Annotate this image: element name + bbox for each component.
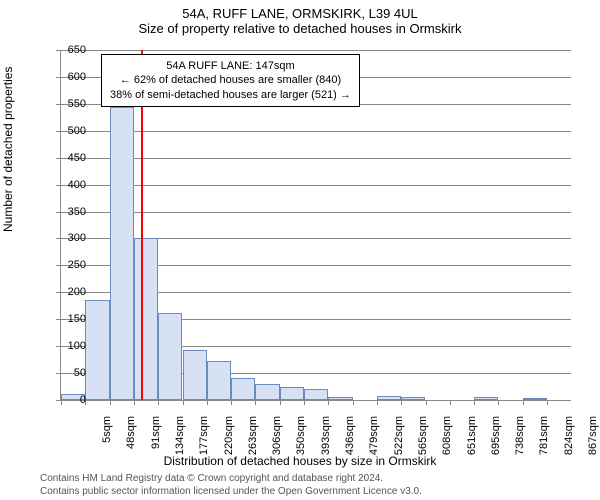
x-tick-mark	[498, 400, 499, 405]
gridline	[61, 50, 571, 51]
histogram-bar	[401, 397, 425, 400]
y-tick-label: 100	[56, 340, 86, 352]
histogram-bar	[158, 313, 182, 400]
x-tick-mark	[255, 400, 256, 405]
x-tick-mark	[183, 400, 184, 405]
x-tick-mark	[450, 400, 451, 405]
callout-line3: 38% of semi-detached houses are larger (…	[110, 88, 351, 102]
histogram-bar	[110, 107, 134, 400]
x-tick-label: 220sqm	[223, 416, 235, 466]
x-tick-label: 350sqm	[295, 416, 307, 466]
x-tick-label: 522sqm	[393, 416, 405, 466]
histogram-bar	[255, 384, 279, 400]
plot-area: 54A RUFF LANE: 147sqm ← 62% of detached …	[60, 50, 571, 401]
histogram-bar	[280, 387, 304, 400]
x-tick-mark	[547, 400, 548, 405]
x-tick-label: 393sqm	[320, 416, 332, 466]
footer-text: Contains HM Land Registry data © Crown c…	[40, 473, 422, 498]
x-tick-label: 134sqm	[174, 416, 186, 466]
y-tick-label: 200	[56, 286, 86, 298]
callout-line2: ← 62% of detached houses are smaller (84…	[110, 73, 351, 87]
x-tick-label: 5sqm	[101, 416, 113, 466]
footer-line1: Contains HM Land Registry data © Crown c…	[40, 473, 422, 486]
y-tick-label: 50	[56, 367, 86, 379]
x-tick-mark	[231, 400, 232, 405]
x-tick-label: 867sqm	[587, 416, 599, 466]
y-tick-label: 550	[56, 98, 86, 110]
histogram-bar	[207, 361, 231, 400]
x-tick-mark	[134, 400, 135, 405]
x-tick-mark	[523, 400, 524, 405]
gridline	[61, 400, 571, 401]
gridline	[61, 158, 571, 159]
chart-title-sub: Size of property relative to detached ho…	[0, 21, 600, 38]
x-tick-label: 177sqm	[198, 416, 210, 466]
x-tick-label: 781sqm	[538, 416, 550, 466]
x-tick-mark	[353, 400, 354, 405]
x-tick-label: 436sqm	[344, 416, 356, 466]
y-tick-label: 150	[56, 313, 86, 325]
y-tick-label: 450	[56, 152, 86, 164]
x-tick-label: 306sqm	[271, 416, 283, 466]
x-tick-mark	[401, 400, 402, 405]
histogram-bar	[377, 396, 401, 400]
y-tick-label: 250	[56, 259, 86, 271]
gridline	[61, 185, 571, 186]
gridline	[61, 131, 571, 132]
histogram-bar	[304, 389, 328, 400]
callout-line1: 54A RUFF LANE: 147sqm	[110, 59, 351, 73]
histogram-bar	[328, 397, 352, 400]
x-tick-label: 738sqm	[514, 416, 526, 466]
x-tick-label: 91sqm	[150, 416, 162, 466]
y-tick-label: 0	[56, 394, 86, 406]
histogram-bar	[474, 397, 498, 400]
x-tick-mark	[110, 400, 111, 405]
x-tick-mark	[207, 400, 208, 405]
x-tick-label: 695sqm	[490, 416, 502, 466]
histogram-bar	[134, 238, 158, 400]
y-tick-label: 350	[56, 206, 86, 218]
y-tick-label: 650	[56, 44, 86, 56]
histogram-bar	[523, 398, 547, 400]
x-tick-mark	[377, 400, 378, 405]
histogram-bar	[85, 300, 109, 400]
y-axis-label: Number of detached properties	[1, 67, 15, 232]
x-tick-label: 479sqm	[368, 416, 380, 466]
x-tick-mark	[474, 400, 475, 405]
y-tick-label: 400	[56, 179, 86, 191]
x-tick-mark	[426, 400, 427, 405]
x-tick-label: 824sqm	[563, 416, 575, 466]
callout-box: 54A RUFF LANE: 147sqm ← 62% of detached …	[101, 54, 360, 107]
y-tick-label: 500	[56, 125, 86, 137]
x-tick-label: 608sqm	[441, 416, 453, 466]
x-tick-mark	[158, 400, 159, 405]
y-tick-label: 300	[56, 232, 86, 244]
x-tick-mark	[304, 400, 305, 405]
footer-line2: Contains public sector information licen…	[40, 486, 422, 499]
chart-container: 54A, RUFF LANE, ORMSKIRK, L39 4UL Size o…	[0, 0, 600, 500]
x-tick-label: 651sqm	[466, 416, 478, 466]
x-tick-mark	[328, 400, 329, 405]
histogram-bar	[231, 378, 255, 400]
gridline	[61, 212, 571, 213]
chart-title-main: 54A, RUFF LANE, ORMSKIRK, L39 4UL	[0, 0, 600, 21]
x-tick-mark	[280, 400, 281, 405]
x-tick-label: 263sqm	[247, 416, 259, 466]
y-tick-label: 600	[56, 71, 86, 83]
x-tick-label: 48sqm	[125, 416, 137, 466]
x-tick-label: 565sqm	[417, 416, 429, 466]
histogram-bar	[183, 350, 207, 400]
